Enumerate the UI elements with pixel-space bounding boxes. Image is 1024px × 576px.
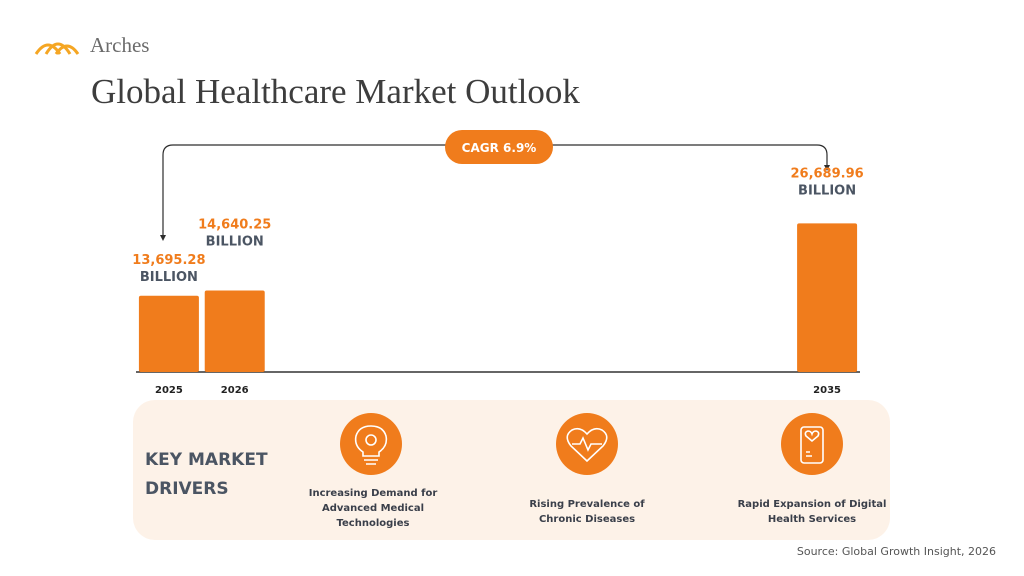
drivers-title: KEY MARKET DRIVERS xyxy=(145,450,268,499)
bar xyxy=(138,295,199,372)
x-tick-label: 2026 xyxy=(221,385,249,396)
chart-title: Global Healthcare Market Outlook xyxy=(91,72,580,111)
logo xyxy=(34,42,80,55)
unit-label: BILLION xyxy=(798,183,856,198)
source: Source: Global Growth Insight, 2026 xyxy=(797,545,996,558)
bar xyxy=(204,290,265,372)
value-label: 26,689.96 xyxy=(790,166,863,181)
bar xyxy=(797,223,858,372)
driver-icons xyxy=(340,413,843,475)
x-tick-label: 2035 xyxy=(813,385,841,396)
drivers-title-line: DRIVERS xyxy=(145,479,229,499)
drivers-panel xyxy=(133,400,890,540)
unit-label: BILLION xyxy=(206,235,264,250)
driver-label: Rising Prevalence of Chronic Diseases xyxy=(529,499,645,525)
driver-label: Rapid Expansion of Digital Health Servic… xyxy=(737,499,887,525)
unit-label: BILLION xyxy=(140,270,198,285)
value-label: 13,695.28 xyxy=(132,253,205,268)
drivers-title-line: KEY MARKET xyxy=(145,450,268,470)
cagr-label: CAGR 6.9% xyxy=(462,141,537,155)
cagr-pill xyxy=(445,130,553,164)
icon-glyphs xyxy=(354,425,824,465)
driver-label: Increasing Demand for Advanced Medical T… xyxy=(308,488,438,529)
x-tick-label: 2025 xyxy=(155,385,183,396)
brand: Arches xyxy=(90,33,149,57)
value-label: 14,640.25 xyxy=(198,218,271,233)
